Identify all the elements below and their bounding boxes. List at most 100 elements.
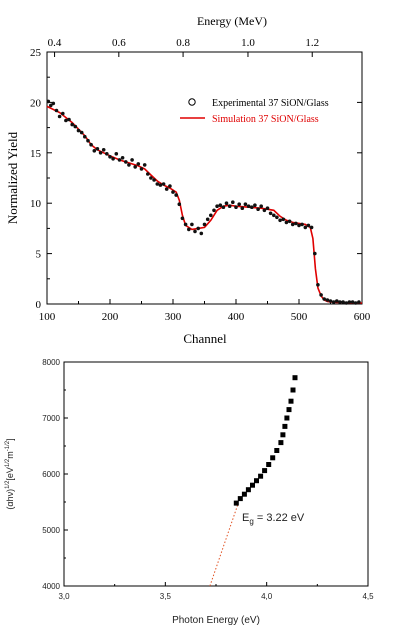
data-point — [266, 462, 272, 467]
experimental-point — [146, 172, 150, 176]
experimental-point — [164, 187, 169, 191]
experimental-point — [218, 203, 223, 207]
data-point — [282, 423, 288, 429]
data-point — [290, 387, 296, 393]
experimental-point — [57, 114, 62, 119]
experimental-point — [224, 201, 229, 205]
experimental-point — [124, 160, 128, 164]
x-tick-label: 3,5 — [160, 592, 172, 601]
x-axis-title: Photon Energy (eV) — [172, 615, 260, 626]
x-axis-title: Channel — [183, 331, 227, 345]
experimental-point — [73, 124, 78, 129]
experimental-point — [344, 301, 349, 305]
experimental-point — [83, 134, 87, 139]
data-point — [278, 440, 284, 446]
y-tick-label: 20 — [30, 97, 42, 109]
experimental-point — [205, 217, 210, 222]
bandgap-annotation: Eg = 3.22 eV — [242, 512, 305, 526]
data-point — [241, 491, 247, 497]
experimental-point — [284, 220, 289, 225]
experimental-point — [202, 222, 207, 227]
data-point — [250, 482, 255, 488]
top-axis-title: Energy (MeV) — [197, 14, 267, 28]
experimental-point — [199, 231, 204, 236]
experimental-point — [319, 293, 323, 297]
x-tick-label: 3,0 — [58, 592, 70, 601]
experimental-point — [139, 167, 144, 171]
experimental-point — [215, 204, 219, 208]
experimental-point — [177, 202, 182, 206]
top-tick-label: 1.0 — [241, 37, 255, 49]
y-axis-title: (αhν)1/2[eV1/2m-1/2] — [5, 438, 15, 509]
x-tick-label: 4,0 — [261, 592, 273, 601]
experimental-point — [114, 152, 119, 156]
y-axis-title: Normalized Yield — [5, 131, 20, 224]
experimental-point — [335, 299, 339, 303]
experimental-point — [120, 156, 125, 160]
experimental-point — [300, 222, 304, 227]
experimental-point — [287, 219, 292, 224]
experimental-point — [272, 213, 276, 218]
y-tick-label: 10 — [30, 198, 42, 210]
experimental-point — [212, 208, 216, 213]
x-tick-label: 400 — [228, 311, 245, 323]
experimental-point — [61, 111, 65, 116]
experimental-point — [98, 151, 103, 155]
tauc-plot-chart: 4000 5000 6000 7000 8000 3,0 3,5 4,0 4,5 Eg = 3… — [5, 358, 374, 626]
rbs-spectrum-chart: Energy (MeV) 0.4 0.6 0.8 1.0 1.2 0510152025 … — [5, 14, 371, 345]
experimental-point — [76, 128, 81, 133]
experimental-point — [89, 142, 93, 147]
top-tick-label: 1.2 — [305, 37, 319, 49]
experimental-point — [168, 184, 172, 188]
experimental-point — [294, 221, 298, 226]
experimental-point — [180, 216, 185, 221]
experimental-point — [196, 226, 200, 231]
plot-frame — [63, 361, 369, 587]
experimental-point — [338, 300, 342, 304]
experimental-point — [92, 149, 97, 153]
experimental-point — [322, 297, 327, 301]
experimental-point — [221, 205, 226, 209]
experimental-point — [209, 213, 213, 218]
experimental-point — [268, 211, 273, 216]
experimental-point — [67, 117, 71, 122]
experimental-point — [95, 147, 100, 151]
top-axis: Energy (MeV) 0.4 0.6 0.8 1.0 1.2 — [48, 14, 319, 57]
experimental-point — [193, 229, 197, 234]
experimental-point — [256, 207, 260, 211]
data-point — [286, 407, 292, 413]
experimental-point — [313, 251, 317, 256]
legend-experimental-label: Experimental 37 SiON/Glass — [212, 98, 329, 109]
legend-experimental-marker — [188, 98, 196, 106]
experimental-point — [64, 118, 68, 123]
data-point — [284, 415, 290, 421]
top-tick-label: 0.6 — [112, 37, 126, 49]
experimental-point — [187, 227, 191, 232]
y-tick-label: 15 — [30, 148, 42, 160]
experimental-point — [265, 206, 270, 210]
experimental-point — [54, 108, 59, 113]
top-tick-label: 0.8 — [176, 37, 190, 49]
experimental-point — [101, 148, 106, 152]
experimental-point — [353, 301, 358, 305]
experimental-point — [237, 202, 241, 206]
experimental-point — [183, 222, 188, 227]
experimental-point — [290, 222, 295, 227]
x-tick-label: 100 — [39, 311, 56, 323]
x-tick-label: 300 — [165, 311, 182, 323]
experimental-point — [240, 206, 245, 210]
experimental-point — [171, 190, 175, 194]
experimental-point — [155, 182, 160, 186]
experimental-point — [70, 122, 74, 127]
experimental-point — [275, 215, 279, 220]
experimental-point — [316, 283, 320, 287]
experimental-point — [108, 155, 112, 159]
experimental-point — [127, 163, 131, 167]
legend-simulation-label: Simulation 37 SiON/Glass — [212, 114, 319, 125]
legend: Experimental 37 SiON/Glass Simulation 37… — [180, 98, 329, 125]
experimental-point — [309, 225, 314, 230]
x-tick-label: 200 — [102, 311, 119, 323]
experimental-point — [79, 130, 84, 135]
y-tick-label: 0 — [36, 299, 42, 311]
experimental-point — [281, 217, 286, 222]
